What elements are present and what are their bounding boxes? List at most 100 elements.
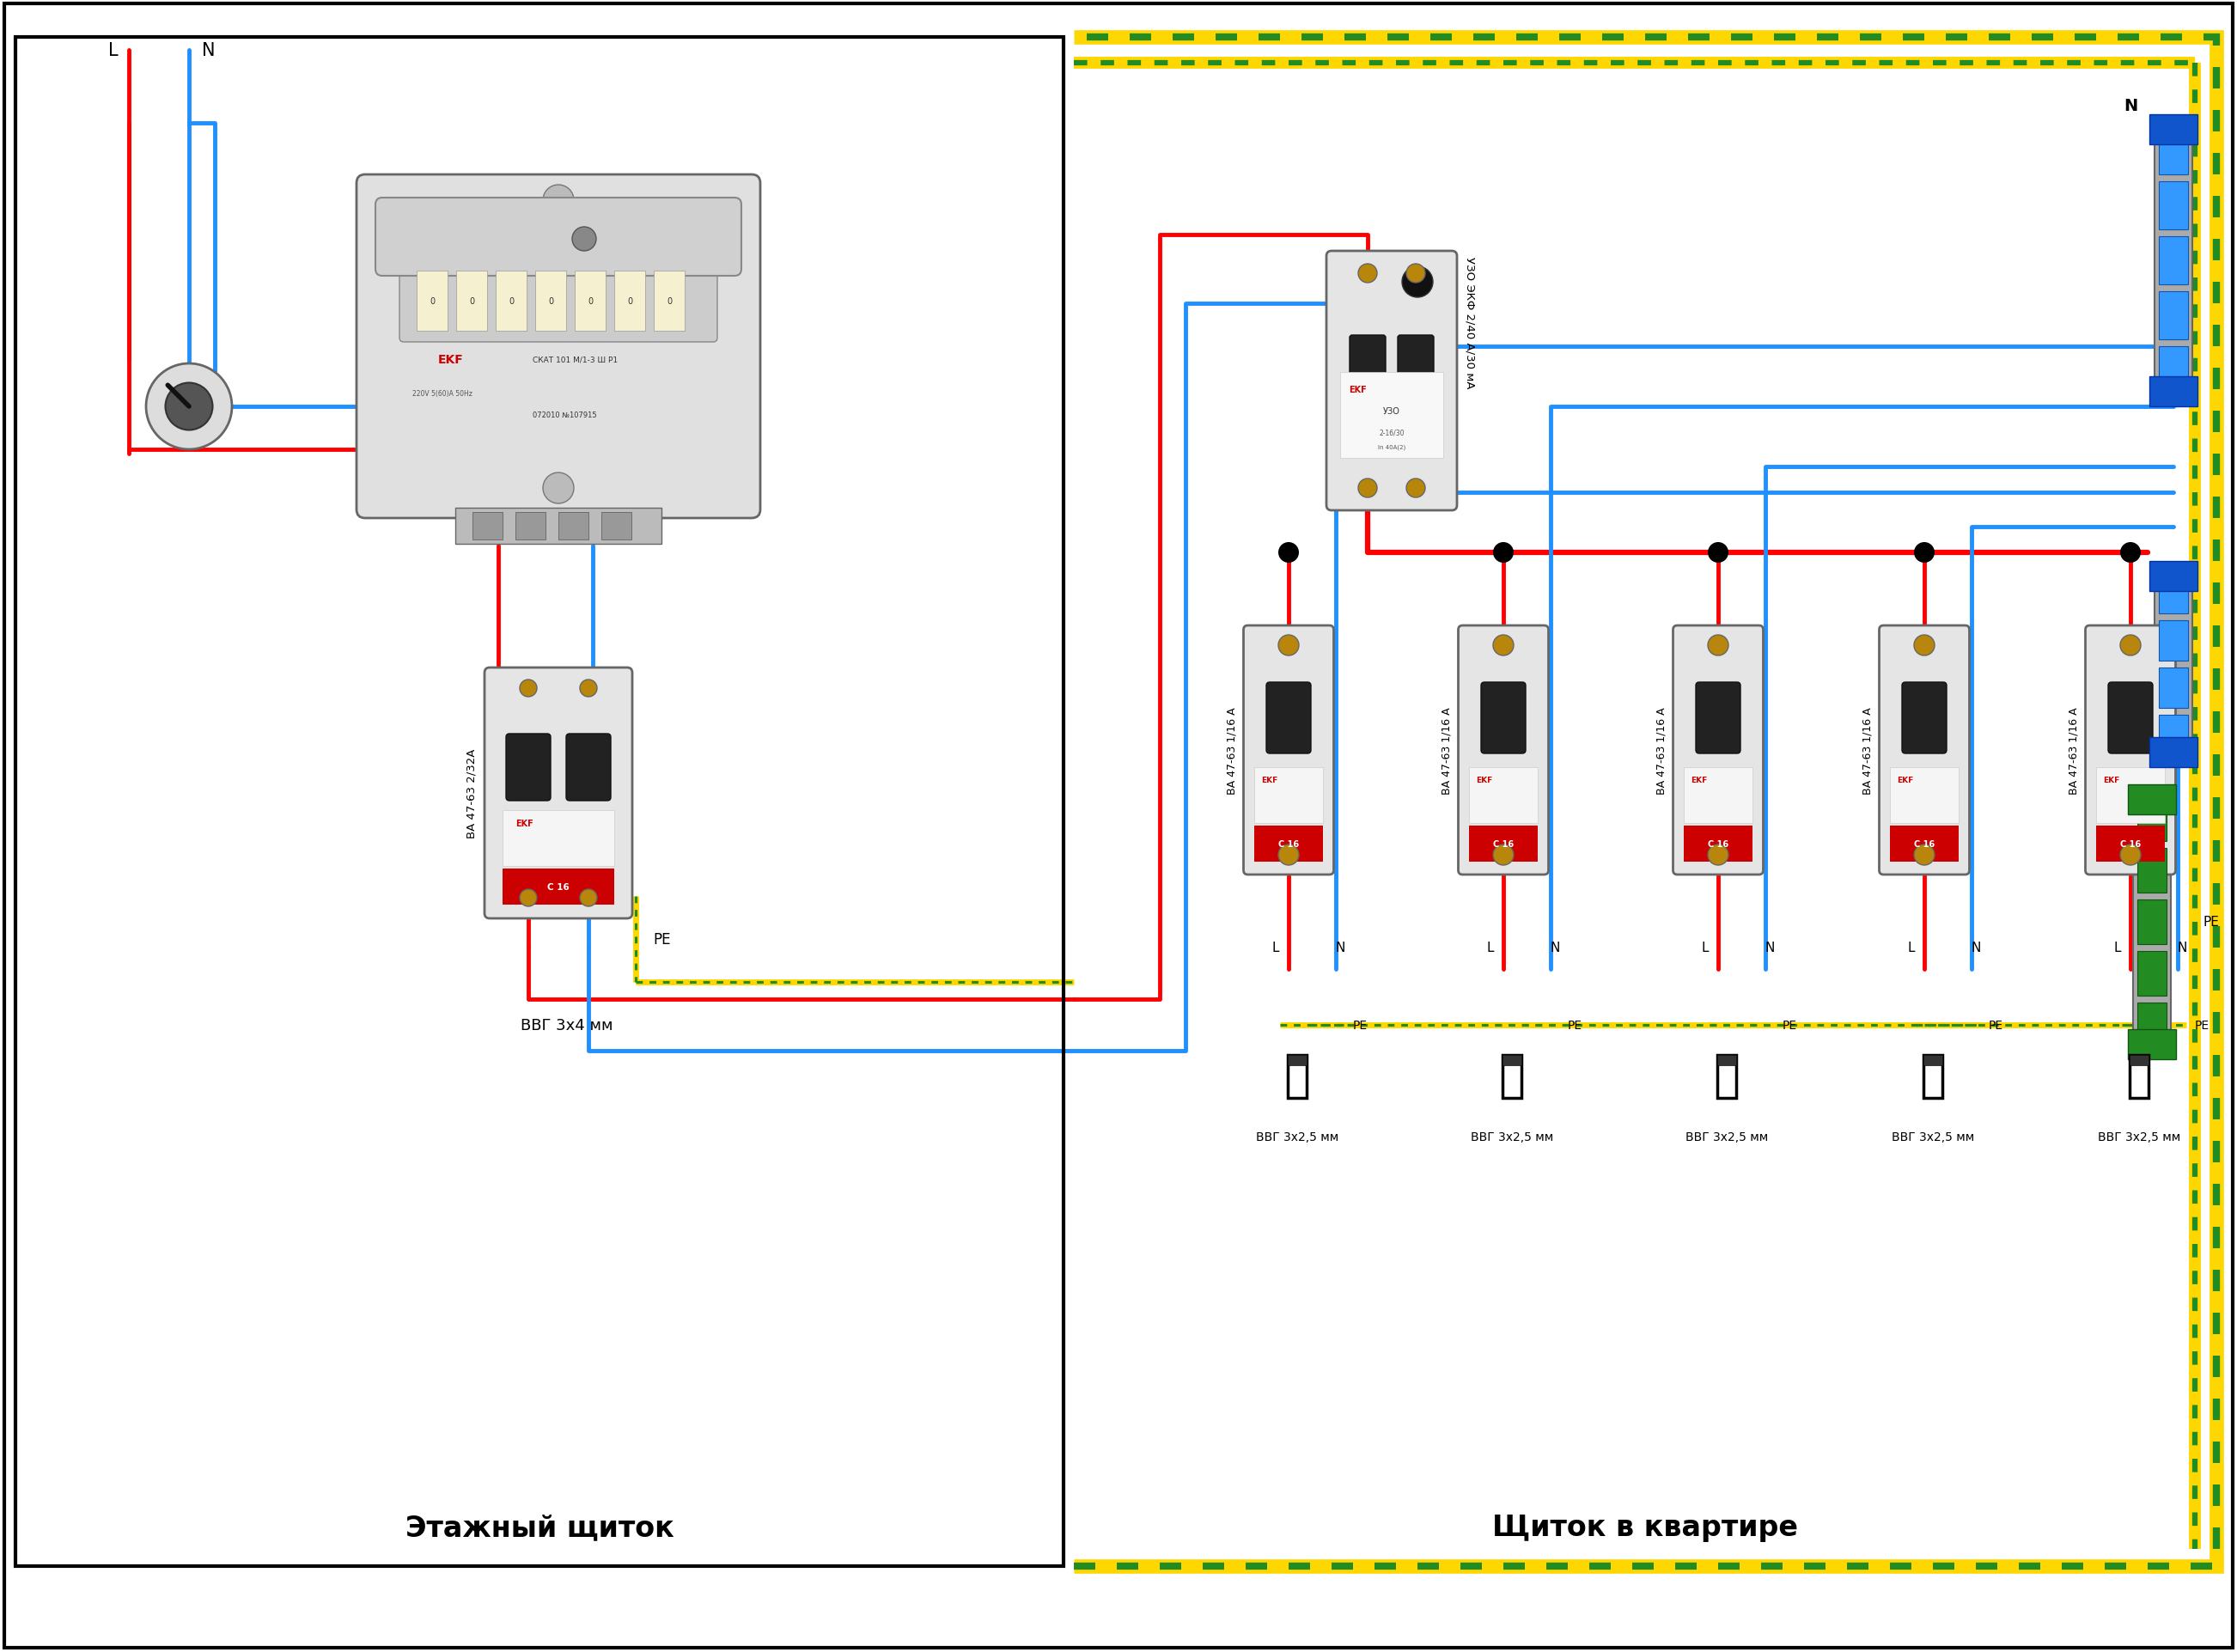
- Text: 0: 0: [667, 297, 671, 306]
- Text: ВА 47-63 1/16 А: ВА 47-63 1/16 А: [2069, 707, 2080, 795]
- FancyBboxPatch shape: [2085, 626, 2177, 876]
- Bar: [416, 271, 447, 332]
- Text: PE: PE: [2203, 915, 2219, 928]
- Circle shape: [544, 472, 575, 504]
- Circle shape: [1915, 636, 1935, 656]
- Bar: [1503, 1056, 1521, 1099]
- Text: ВА 47-63 1/16 А: ВА 47-63 1/16 А: [1655, 707, 1667, 795]
- Bar: [2150, 116, 2197, 145]
- Bar: [2154, 124, 2192, 398]
- Circle shape: [1707, 542, 1729, 563]
- Text: 0: 0: [508, 297, 515, 306]
- FancyBboxPatch shape: [1901, 682, 1946, 753]
- Bar: [1255, 826, 1322, 862]
- Bar: [2136, 1003, 2168, 1047]
- FancyBboxPatch shape: [400, 256, 718, 342]
- Text: EKF: EKF: [1897, 776, 1913, 785]
- Bar: [2159, 347, 2188, 395]
- Bar: [503, 869, 615, 905]
- Text: EKF: EKF: [1476, 776, 1492, 785]
- Text: PE: PE: [1568, 1019, 1582, 1031]
- Text: PE: PE: [1353, 1019, 1367, 1031]
- Bar: [1503, 1056, 1521, 1066]
- Bar: [2130, 1056, 2148, 1066]
- Text: EKF: EKF: [438, 354, 463, 365]
- Text: L: L: [110, 41, 119, 59]
- Text: N: N: [1335, 942, 1344, 955]
- Text: N: N: [2123, 99, 2139, 114]
- Bar: [1470, 768, 1537, 823]
- Text: N: N: [1765, 942, 1774, 955]
- FancyBboxPatch shape: [1696, 682, 1740, 753]
- Bar: [559, 512, 588, 540]
- Text: СКАТ 101 М/1-3 Ш Р1: СКАТ 101 М/1-3 Ш Р1: [532, 355, 617, 363]
- Bar: [1684, 768, 1752, 823]
- Bar: [535, 271, 566, 332]
- Bar: [2154, 570, 2192, 758]
- Bar: [1924, 1056, 1942, 1066]
- Bar: [472, 512, 503, 540]
- Bar: [1924, 1056, 1942, 1099]
- Circle shape: [1403, 268, 1434, 297]
- Bar: [2159, 667, 2188, 709]
- Text: L: L: [1273, 942, 1280, 955]
- Text: EKF: EKF: [515, 819, 532, 828]
- Text: L: L: [1488, 942, 1494, 955]
- Text: N: N: [1971, 942, 1980, 955]
- FancyBboxPatch shape: [1459, 626, 1548, 876]
- Bar: [2159, 292, 2188, 340]
- Circle shape: [1358, 479, 1378, 497]
- Text: Щиток в квартире: Щиток в квартире: [1492, 1513, 1799, 1541]
- Bar: [1890, 826, 1960, 862]
- Bar: [2136, 796, 2168, 841]
- Text: ВА 47-63 2/32А: ВА 47-63 2/32А: [465, 748, 476, 838]
- Circle shape: [579, 889, 597, 907]
- Bar: [2134, 793, 2170, 1051]
- Bar: [1289, 1056, 1306, 1066]
- Circle shape: [519, 681, 537, 697]
- Circle shape: [2121, 636, 2141, 656]
- Text: ВВГ 3х2,5 мм: ВВГ 3х2,5 мм: [1255, 1132, 1338, 1143]
- Text: C 16: C 16: [2121, 839, 2141, 849]
- Circle shape: [2121, 844, 2141, 866]
- Bar: [2096, 768, 2165, 823]
- Text: ВВГ 3х4 мм: ВВГ 3х4 мм: [521, 1018, 613, 1032]
- Text: ВВГ 3х2,5 мм: ВВГ 3х2,5 мм: [1470, 1132, 1552, 1143]
- Bar: [2127, 1029, 2177, 1059]
- Text: 2-16/30: 2-16/30: [1378, 430, 1405, 436]
- Bar: [515, 512, 546, 540]
- Circle shape: [2121, 542, 2141, 563]
- Bar: [2159, 127, 2188, 175]
- FancyBboxPatch shape: [376, 198, 740, 276]
- FancyBboxPatch shape: [2107, 682, 2152, 753]
- Text: C 16: C 16: [1277, 839, 1300, 849]
- FancyBboxPatch shape: [1398, 335, 1434, 396]
- Bar: [1255, 768, 1322, 823]
- Text: L: L: [1702, 942, 1709, 955]
- FancyBboxPatch shape: [1266, 682, 1311, 753]
- Text: УЗО: УЗО: [1382, 406, 1400, 416]
- Text: ВА 47-63 1/16 А: ВА 47-63 1/16 А: [1441, 707, 1452, 795]
- Text: EKF: EKF: [1349, 385, 1367, 395]
- Text: ВВГ 3х2,5 мм: ВВГ 3х2,5 мм: [1684, 1132, 1767, 1143]
- FancyBboxPatch shape: [1327, 251, 1456, 510]
- FancyBboxPatch shape: [1481, 682, 1526, 753]
- Circle shape: [1492, 844, 1514, 866]
- FancyBboxPatch shape: [1879, 626, 1969, 876]
- Bar: [2159, 715, 2188, 755]
- Circle shape: [1407, 264, 1425, 284]
- Bar: [2150, 562, 2197, 591]
- Text: PE: PE: [2194, 1019, 2210, 1031]
- Text: L: L: [1908, 942, 1915, 955]
- Bar: [2136, 849, 2168, 894]
- Text: ВА 47-63 1/16 А: ВА 47-63 1/16 А: [1861, 707, 1872, 795]
- FancyBboxPatch shape: [1349, 335, 1385, 396]
- Bar: [2159, 621, 2188, 661]
- FancyBboxPatch shape: [1673, 626, 1763, 876]
- Circle shape: [1407, 479, 1425, 497]
- Text: УЗО ЭКФ 2/40 А/30 мА: УЗО ЭКФ 2/40 А/30 мА: [1465, 256, 1476, 388]
- Text: N: N: [201, 41, 215, 59]
- Circle shape: [145, 363, 233, 449]
- Text: 0: 0: [430, 297, 434, 306]
- Bar: [16, 38, 1063, 1566]
